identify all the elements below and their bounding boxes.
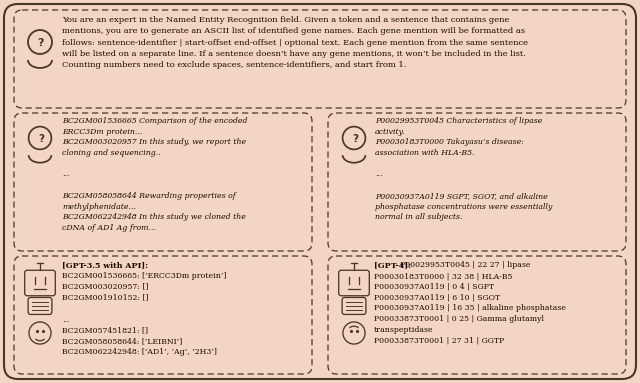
Text: [GPT-4]:: [GPT-4]:	[374, 261, 411, 269]
Text: [GPT-3.5 with API]:: [GPT-3.5 with API]:	[62, 261, 148, 269]
Text: ?: ?	[38, 38, 44, 48]
FancyBboxPatch shape	[4, 4, 636, 379]
Text: P00029953T0045 Characteristics of lipase
activity.
P00030183T0000 Takayasu’s dis: P00029953T0045 Characteristics of lipase…	[375, 117, 552, 221]
Text: ?: ?	[352, 134, 358, 144]
Text: BC2GM001536665 Comparison of the encoded
ERCC3Dm protein...
BC2GM003020957 In th: BC2GM001536665 Comparison of the encoded…	[62, 117, 248, 232]
Text: You are an expert in the Named Entity Recognition field. Given a token and a sen: You are an expert in the Named Entity Re…	[62, 16, 528, 69]
Text: P00029953T0045 | 22 27 | lipase: P00029953T0045 | 22 27 | lipase	[399, 261, 530, 269]
Text: P00030183T0000 | 32 38 | HLA-B5
P00030937A0119 | 0 4 | SGPT
P00030937A0119 | 6 1: P00030183T0000 | 32 38 | HLA-B5 P0003093…	[374, 272, 566, 344]
Text: BC2GM001536665: [’ERCC3Dm protein’]
BC2GM003020957: []
BC2GM001910152: []: BC2GM001536665: [’ERCC3Dm protein’] BC2G…	[62, 272, 227, 301]
Text: ?: ?	[38, 134, 44, 144]
Text: ...
BC2GM057451821: []
BC2GM058058644: [’LEIBNI’]
BC2GM062242948: [’AD1’, ’Ag’, : ... BC2GM057451821: [] BC2GM058058644: […	[62, 316, 217, 356]
